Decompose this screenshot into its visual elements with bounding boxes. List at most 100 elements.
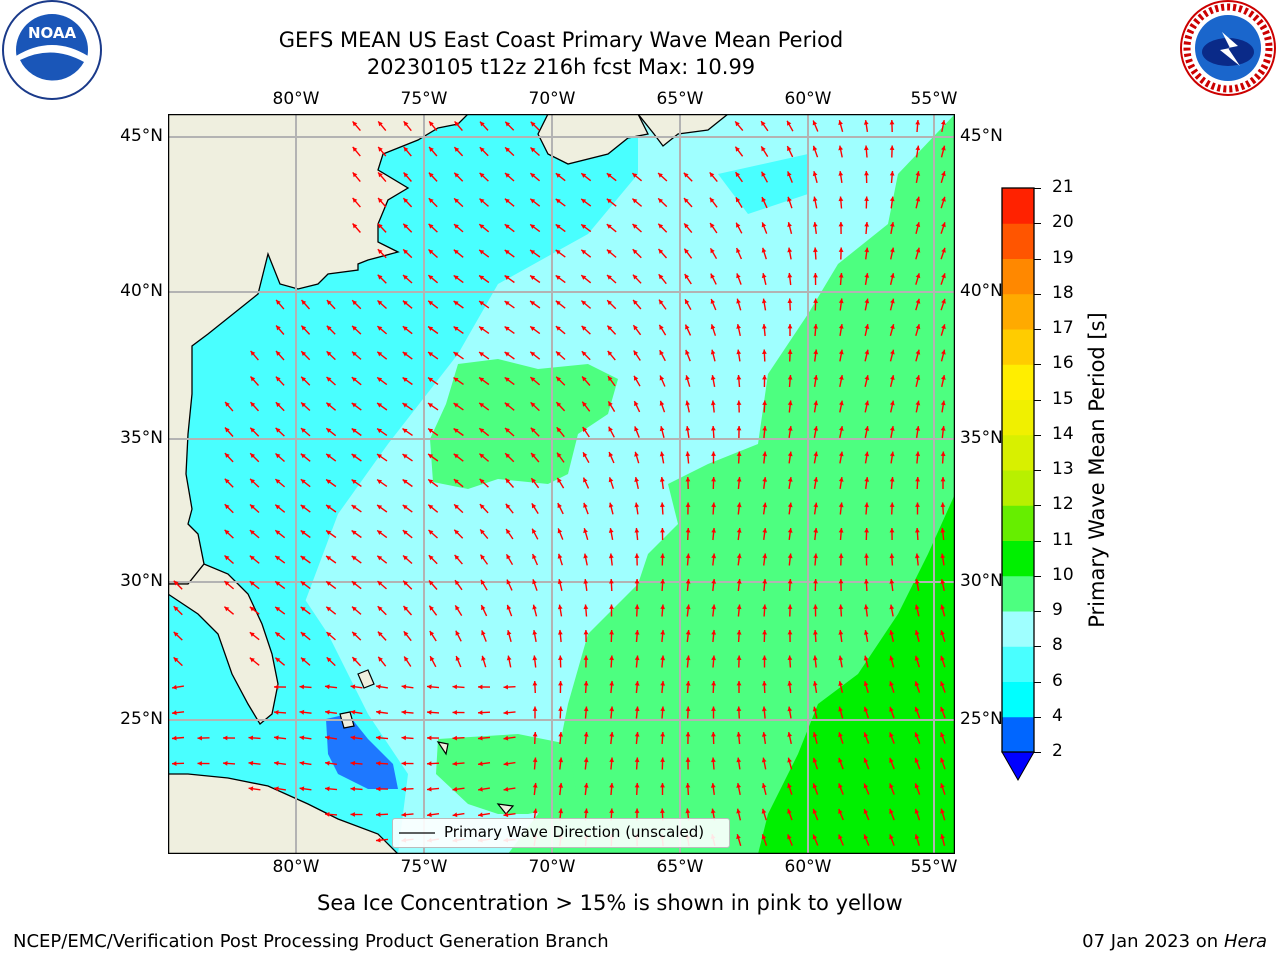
wave-vector-head xyxy=(608,401,613,407)
wave-vector-head xyxy=(813,273,818,278)
wave-vector-head xyxy=(813,502,819,508)
wave-vector-head xyxy=(583,783,589,788)
wave-vector-head xyxy=(915,349,921,355)
footer-machine: Hera xyxy=(1223,931,1267,952)
wave-vector-head xyxy=(376,735,381,741)
wave-vector-head xyxy=(761,222,767,228)
wave-vector-head xyxy=(762,324,767,329)
wave-vector-head xyxy=(736,502,742,508)
wave-vector-head xyxy=(250,478,255,484)
wave-vector-head xyxy=(352,223,358,229)
wave-vector-head xyxy=(736,451,742,456)
wave-vector-head xyxy=(940,451,946,456)
wave-vector-head xyxy=(428,275,434,280)
wave-vector-head xyxy=(813,247,818,253)
wave-vector-head xyxy=(787,146,792,152)
wave-vector-head xyxy=(555,326,561,331)
wave-vector-head xyxy=(685,299,690,305)
wave-vector-head xyxy=(326,402,332,408)
wave-vector-head xyxy=(325,735,330,741)
wave-vector-head xyxy=(455,630,460,636)
lon-tick-top-60: 60°W xyxy=(784,89,832,109)
wave-vector-head xyxy=(683,172,689,178)
wave-vector-head xyxy=(940,655,945,661)
wave-vector-head xyxy=(609,732,615,737)
wave-vector-head xyxy=(787,502,793,508)
wave-vector-head xyxy=(326,428,332,433)
wave-vector-head xyxy=(787,273,793,278)
wave-vector-head xyxy=(685,528,691,533)
wave-vector-head xyxy=(762,655,767,660)
lat-tick-right-25: 25°N xyxy=(960,709,1003,729)
wave-vector-head xyxy=(761,298,767,304)
wave-vector-head xyxy=(838,145,843,151)
colorbar-segment xyxy=(1002,399,1034,436)
graticule xyxy=(168,114,955,854)
wave-vector-head xyxy=(582,401,587,407)
wave-vector-head xyxy=(915,477,920,482)
wave-vector-head xyxy=(558,783,564,788)
wave-vector-head xyxy=(326,657,332,663)
wave-vector-head xyxy=(428,172,434,178)
wave-vector-head xyxy=(838,655,844,661)
wave-vector-head xyxy=(250,453,255,459)
wave-vector-head xyxy=(736,681,742,686)
colorbar-tick-label: 14 xyxy=(1052,423,1074,444)
wave-vector-head xyxy=(838,451,844,457)
wave-vector-head xyxy=(660,528,665,533)
wave-vector-head xyxy=(812,196,818,202)
wave-vector-head xyxy=(249,555,255,561)
wave-vector-head xyxy=(915,171,921,176)
wave-vector-head xyxy=(582,376,587,382)
wave-vector-head xyxy=(660,783,665,788)
wave-vector-head xyxy=(914,681,920,687)
wave-vector-head xyxy=(736,630,742,635)
wave-vector-head xyxy=(659,375,665,381)
wave-vector-head xyxy=(403,555,408,561)
wave-vector-head xyxy=(633,350,639,356)
wave-vector-head xyxy=(275,632,281,637)
wave-vector-head xyxy=(402,300,408,306)
wave-vector-head xyxy=(249,530,255,535)
colorbar-tick-mark xyxy=(1034,505,1041,507)
wave-vector-head xyxy=(377,377,383,382)
wave-vector-head xyxy=(558,706,563,711)
wave-vector-head xyxy=(506,630,512,636)
wave-vector-head xyxy=(505,453,510,459)
wave-vector-head xyxy=(660,502,665,507)
wave-vector-head xyxy=(762,375,767,380)
wave-vector-head xyxy=(685,681,691,686)
lat-tick-right-45: 45°N xyxy=(960,126,1003,146)
wave-vector-head xyxy=(378,121,383,127)
wave-vector-head xyxy=(940,732,945,738)
wave-vector-head xyxy=(478,761,483,767)
wave-vector-head xyxy=(736,834,741,840)
wave-vector-head xyxy=(403,580,408,586)
wave-vector-head xyxy=(812,808,818,814)
wave-vector-head xyxy=(940,808,945,814)
wave-vector-head xyxy=(787,375,793,380)
wave-vector-head xyxy=(453,352,459,357)
wave-vector-head xyxy=(889,732,894,738)
wave-vector-head xyxy=(377,326,383,331)
wave-vector-head xyxy=(377,581,383,586)
wave-vector-head xyxy=(275,479,281,484)
wave-vector-head xyxy=(558,808,564,814)
wave-vector-head xyxy=(454,554,460,560)
wave-vector-head xyxy=(532,757,538,763)
wave-vector-head xyxy=(787,655,793,660)
wave-vector-head xyxy=(915,502,920,507)
wave-vector-head xyxy=(481,655,486,661)
wave-vector-head xyxy=(711,757,716,763)
wave-vector-head xyxy=(581,300,587,306)
wave-vector-head xyxy=(452,735,457,741)
wave-vector-head xyxy=(838,732,843,738)
wave-vector-head xyxy=(606,224,612,229)
wave-vector-head xyxy=(478,710,483,715)
wave-vector-head xyxy=(453,428,459,433)
wave-vector-head xyxy=(941,145,946,151)
wave-vector-head xyxy=(478,684,483,690)
wave-vector-head xyxy=(864,426,870,431)
wave-vector-head xyxy=(684,248,689,254)
wave-vector-head xyxy=(377,555,383,561)
